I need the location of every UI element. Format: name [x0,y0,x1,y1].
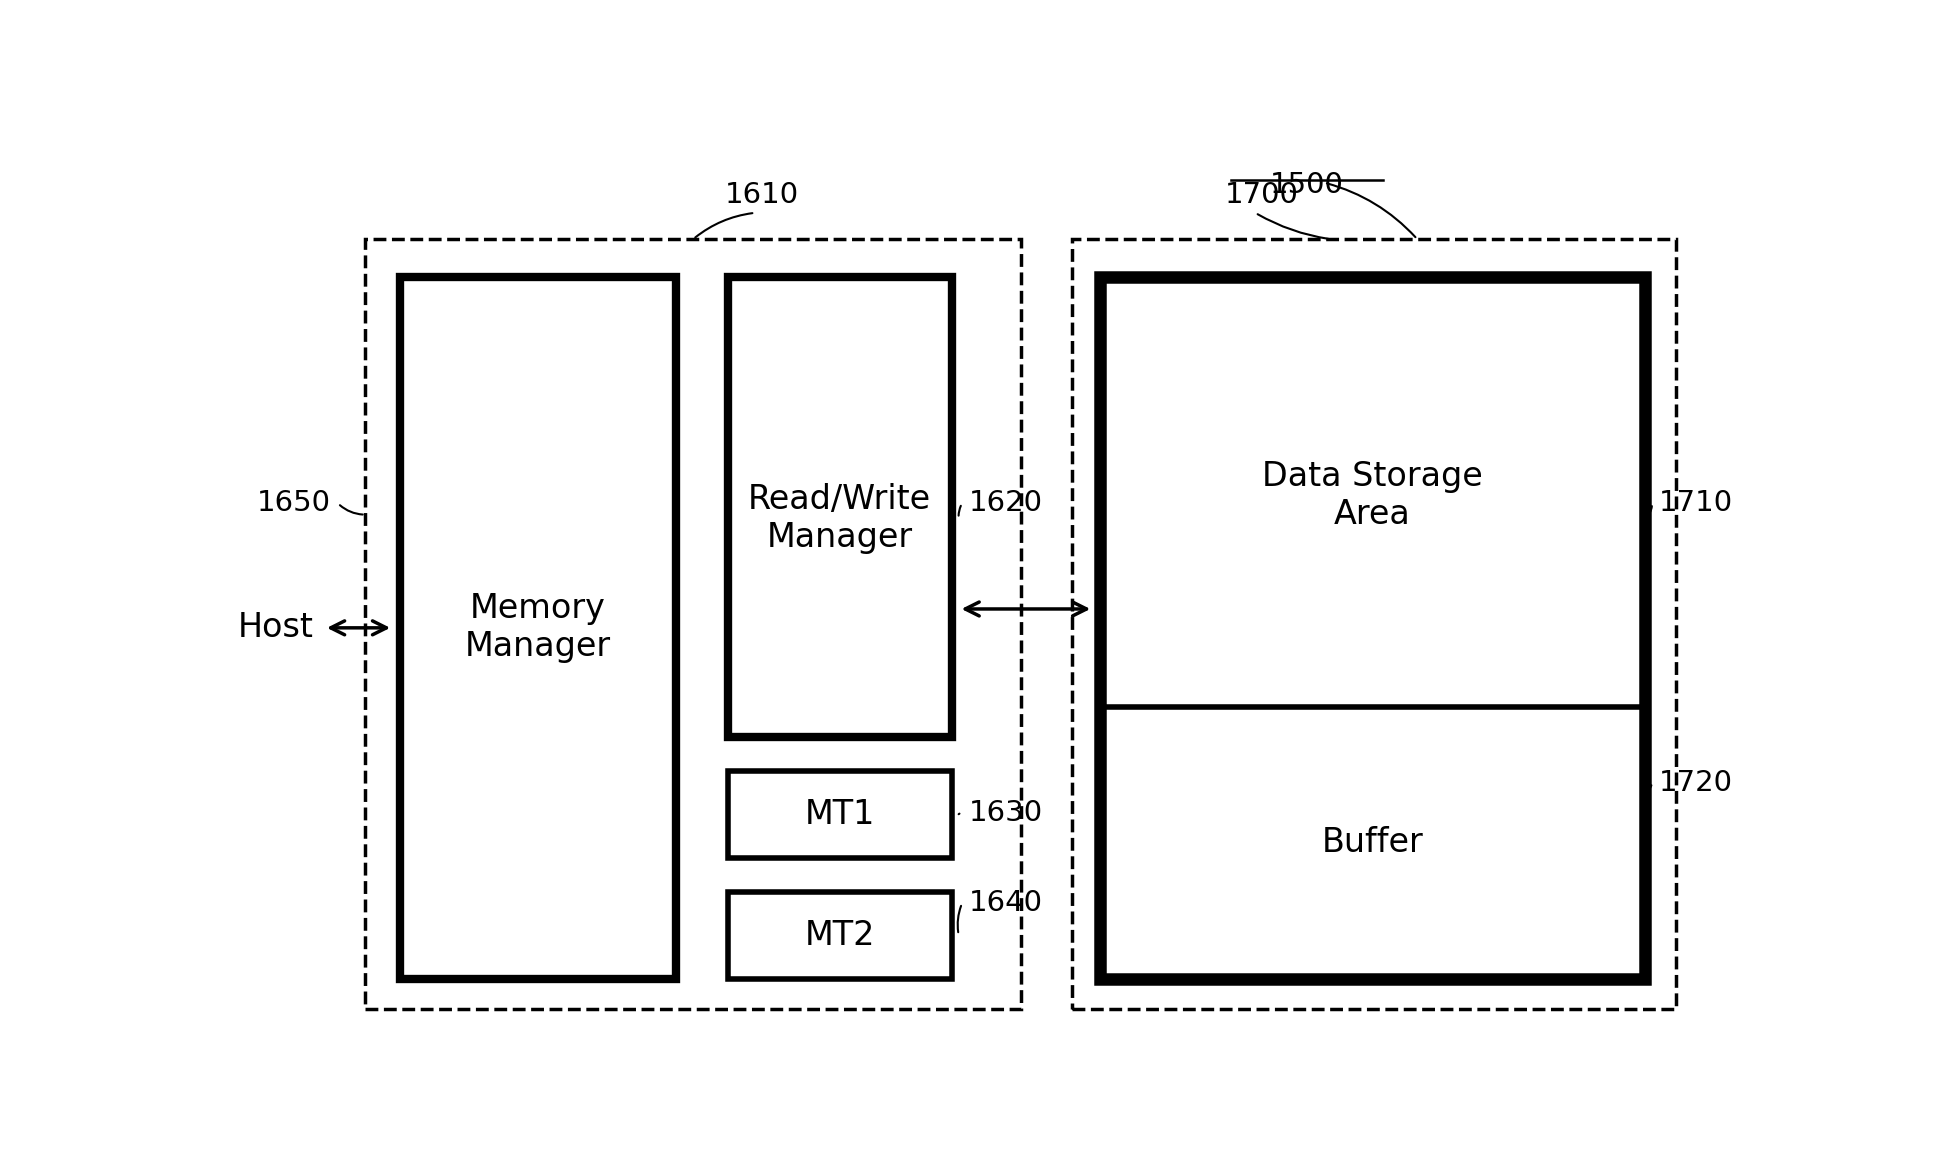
FancyBboxPatch shape [399,276,675,978]
Text: 1720: 1720 [1658,769,1732,796]
Text: 1650: 1650 [256,489,331,517]
Text: Read/Write
Manager: Read/Write Manager [748,483,932,554]
Text: 1630: 1630 [969,799,1043,827]
Text: 1640: 1640 [969,889,1043,917]
Text: 1710: 1710 [1658,489,1732,517]
FancyBboxPatch shape [1100,276,1644,978]
Text: MT1: MT1 [804,799,875,831]
Text: 1700: 1700 [1225,181,1297,209]
Text: Data Storage
Area: Data Storage Area [1262,460,1481,532]
Text: 1500: 1500 [1270,172,1343,199]
Text: 1610: 1610 [724,181,798,209]
FancyBboxPatch shape [728,771,951,858]
Text: Host: Host [237,612,313,644]
Text: MT2: MT2 [804,918,875,951]
FancyBboxPatch shape [728,278,951,737]
Text: Buffer: Buffer [1321,827,1423,860]
FancyBboxPatch shape [728,891,951,978]
Text: 1620: 1620 [969,489,1043,517]
Text: Memory
Manager: Memory Manager [464,593,611,663]
